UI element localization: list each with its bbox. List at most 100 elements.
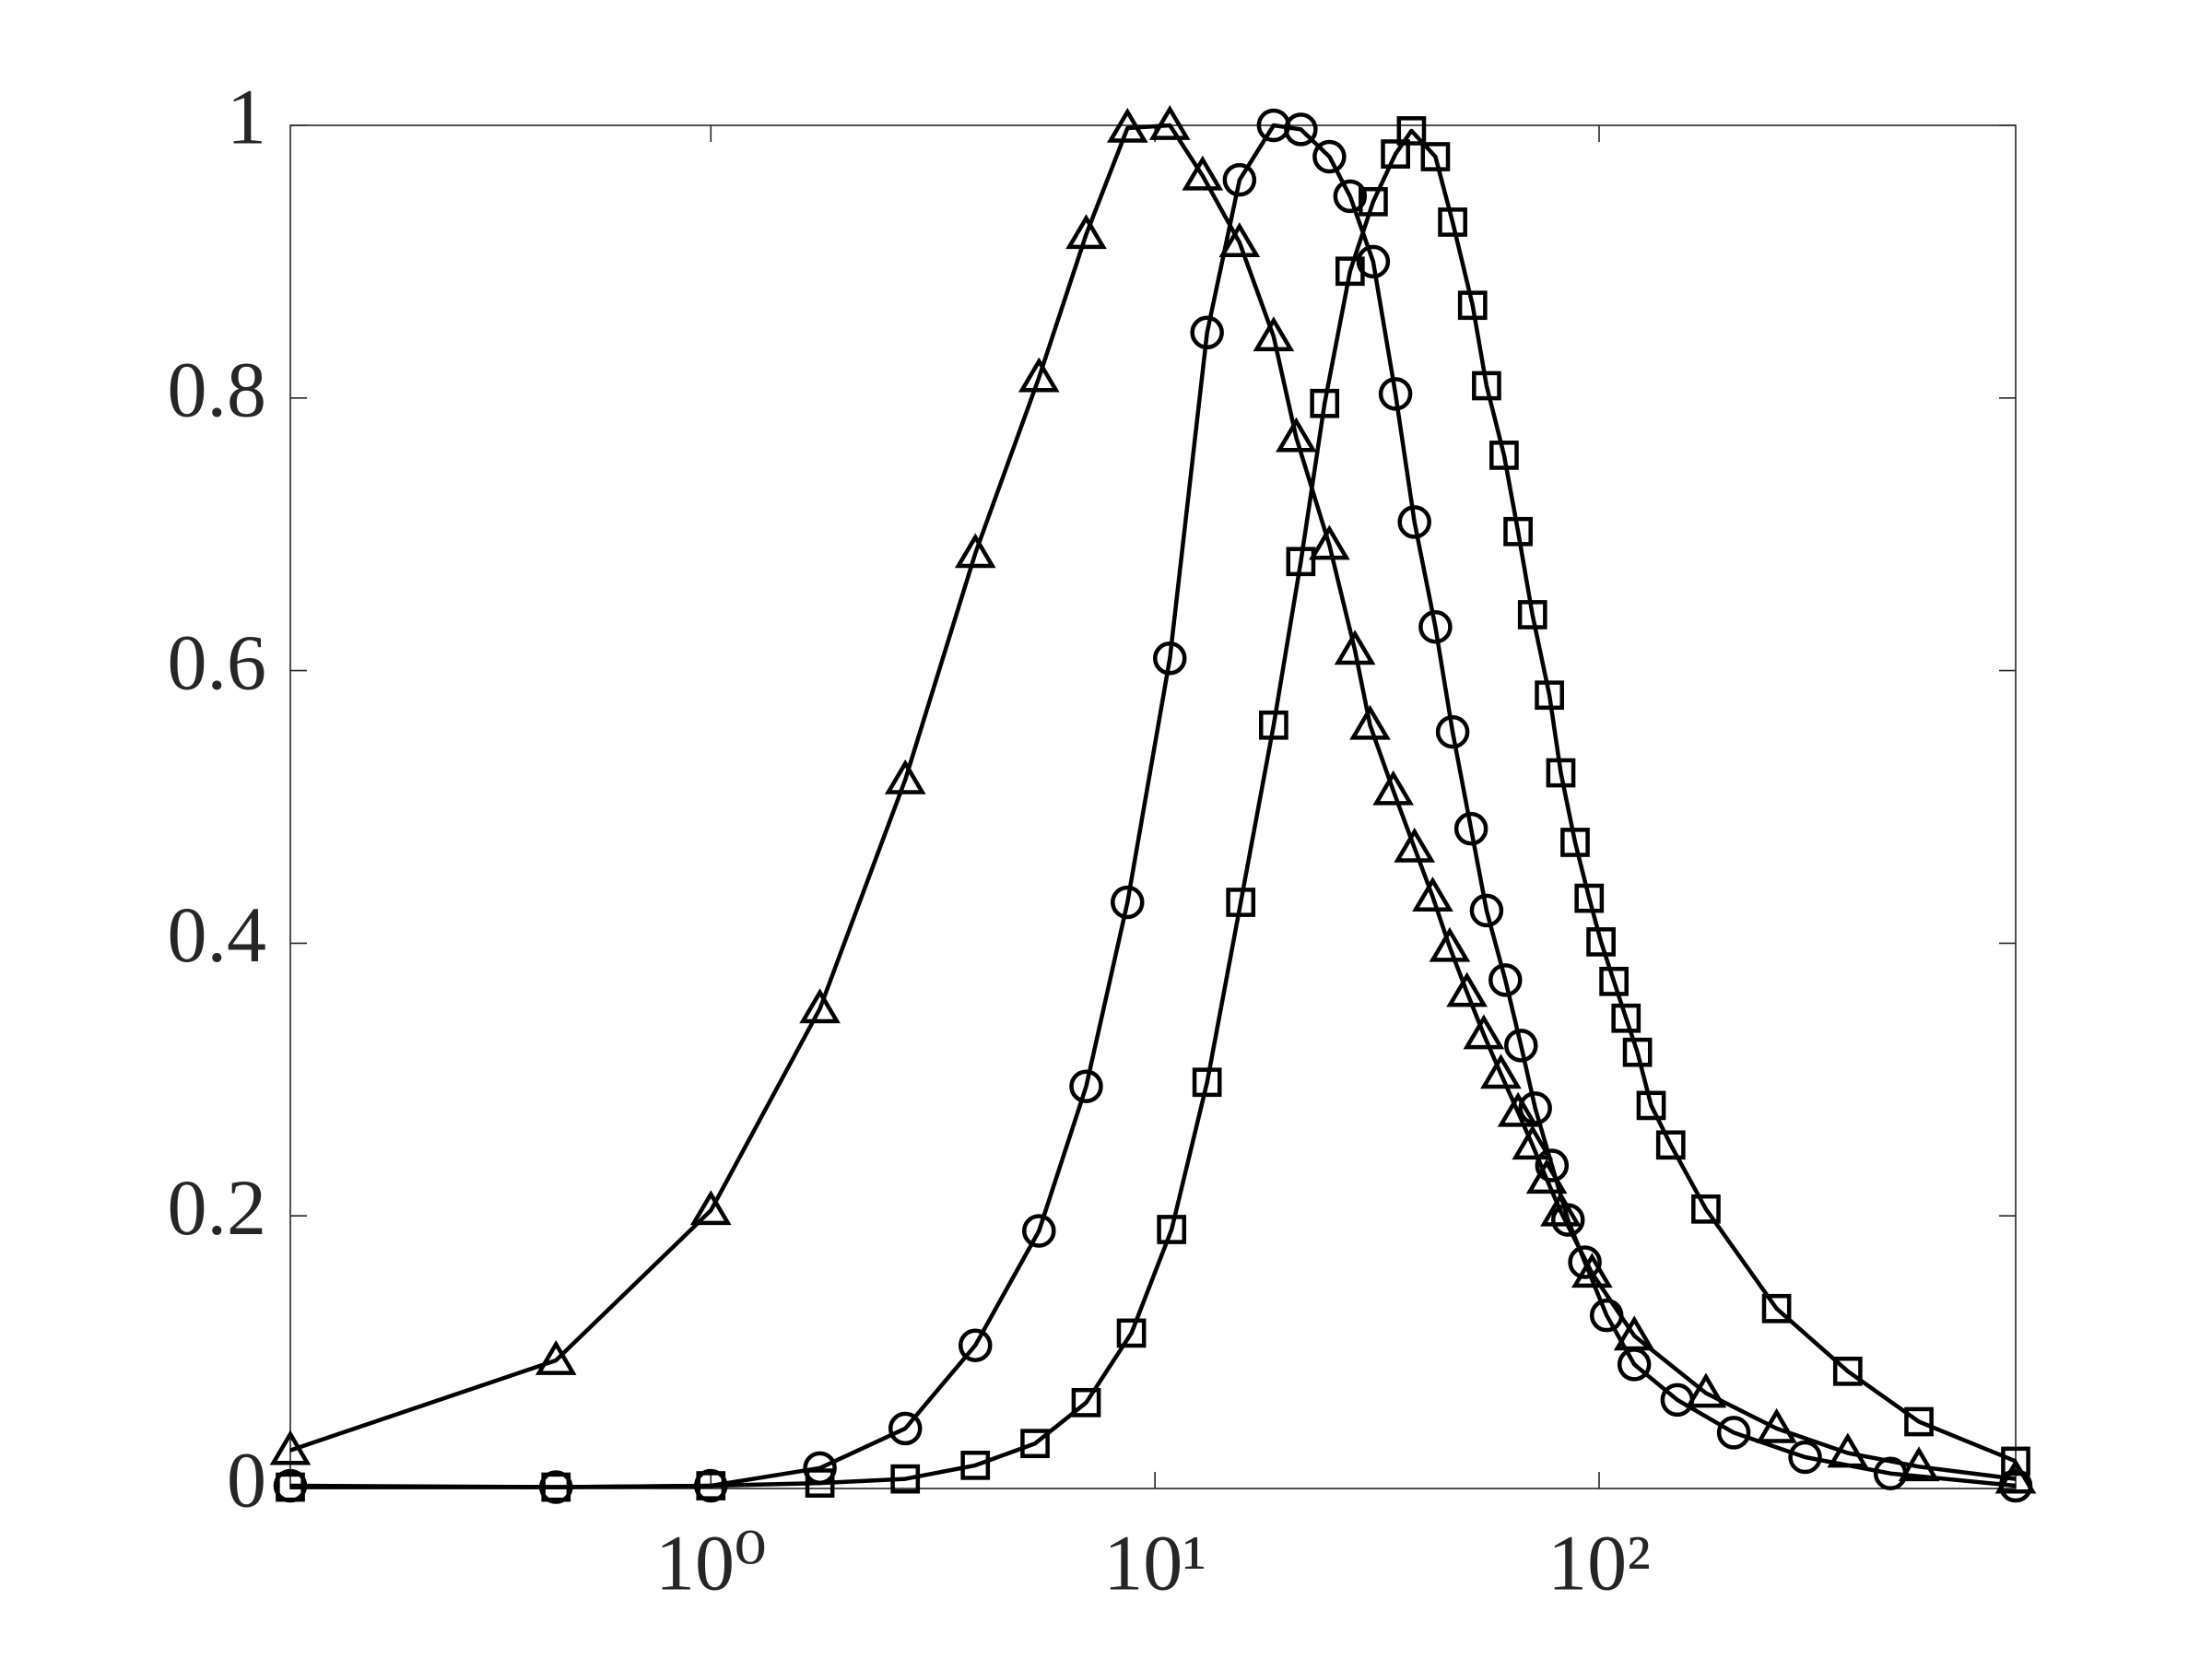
marker <box>1259 710 1288 740</box>
marker <box>1309 524 1350 560</box>
marker <box>1253 316 1295 352</box>
marker <box>1463 1014 1505 1050</box>
marker <box>960 1451 991 1480</box>
marker <box>1022 1214 1056 1248</box>
marker <box>1546 758 1576 788</box>
marker <box>1192 1067 1222 1098</box>
marker <box>1617 1347 1652 1382</box>
series-line <box>289 123 2017 1489</box>
marker <box>1599 966 1629 996</box>
marker <box>1489 441 1519 470</box>
marker <box>1571 1253 1613 1288</box>
marker <box>1480 1053 1522 1089</box>
marker <box>1069 1069 1103 1103</box>
marker <box>1518 1091 1552 1125</box>
marker <box>1761 1293 1792 1324</box>
marker <box>1276 417 1317 453</box>
marker <box>1788 1440 1822 1475</box>
marker <box>1359 186 1388 217</box>
marker <box>1157 1215 1187 1244</box>
marker <box>1611 1003 1641 1033</box>
marker <box>1560 828 1590 857</box>
marker <box>958 1328 993 1362</box>
marker <box>1994 1458 2037 1494</box>
marker <box>1898 1446 1940 1482</box>
marker <box>1182 155 1224 191</box>
marker <box>1438 207 1467 237</box>
marker <box>1517 600 1547 629</box>
marker <box>799 988 841 1024</box>
y-tick-label: 0.2 <box>168 1163 267 1252</box>
marker <box>888 1411 923 1446</box>
marker <box>1550 1203 1585 1237</box>
marker <box>1504 1029 1538 1063</box>
marker <box>1071 1387 1101 1418</box>
marker <box>1622 1037 1653 1067</box>
marker <box>1469 893 1504 928</box>
marker <box>1691 1194 1721 1224</box>
marker <box>1636 1090 1666 1121</box>
marker <box>1685 1372 1727 1408</box>
series <box>273 108 2033 1504</box>
series <box>276 116 2030 1502</box>
marker <box>1512 1124 1554 1160</box>
marker <box>1356 244 1391 279</box>
y-tick-label: 0.8 <box>168 346 267 434</box>
marker <box>1020 1429 1050 1459</box>
marker <box>1190 315 1224 350</box>
marker <box>541 1472 571 1502</box>
marker <box>1568 1245 1602 1279</box>
marker <box>1111 885 1145 920</box>
marker <box>1420 142 1451 171</box>
marker <box>1873 1456 1908 1490</box>
marker <box>1310 388 1340 418</box>
series <box>269 104 2037 1494</box>
marker <box>1535 680 1564 711</box>
marker <box>1446 971 1488 1007</box>
marker <box>1832 1356 1863 1386</box>
marker <box>1394 827 1436 863</box>
marker <box>1018 357 1060 393</box>
x-tick-label: 10² <box>1547 1519 1651 1607</box>
marker <box>1574 883 1605 913</box>
x-tick-label: 10⁰ <box>655 1519 766 1607</box>
marker <box>696 1471 726 1500</box>
marker <box>1589 1298 1624 1333</box>
marker <box>1218 222 1261 258</box>
marker <box>1457 290 1488 321</box>
marker <box>1286 547 1316 577</box>
marker <box>1418 610 1453 644</box>
y-tick-label: 0.6 <box>168 618 267 706</box>
marker <box>1435 714 1470 749</box>
marker <box>954 533 996 569</box>
marker <box>1716 1416 1751 1450</box>
marker <box>1586 927 1616 957</box>
marker <box>1153 641 1187 676</box>
marker <box>1412 877 1453 912</box>
marker <box>884 759 926 794</box>
marker <box>1535 1148 1570 1182</box>
marker <box>1333 179 1368 214</box>
y-tick-label: 1 <box>227 73 266 161</box>
marker <box>1381 139 1410 169</box>
marker <box>1148 104 1191 140</box>
marker <box>1222 162 1257 197</box>
marker <box>1116 1318 1147 1348</box>
marker <box>1540 1191 1582 1227</box>
marker <box>1106 107 1148 143</box>
marker <box>1655 1130 1686 1160</box>
marker <box>1497 1091 1539 1127</box>
marker <box>535 1339 577 1375</box>
series-line <box>290 128 2017 1489</box>
marker <box>1397 505 1431 539</box>
marker <box>1284 112 1318 147</box>
marker <box>269 1430 312 1465</box>
marker <box>1065 214 1107 250</box>
series-line <box>289 123 2017 1481</box>
marker <box>276 1472 305 1502</box>
marker <box>1335 256 1365 287</box>
marker <box>1904 1406 1934 1437</box>
marker <box>1453 811 1488 846</box>
y-tick-label: 0 <box>227 1436 266 1524</box>
